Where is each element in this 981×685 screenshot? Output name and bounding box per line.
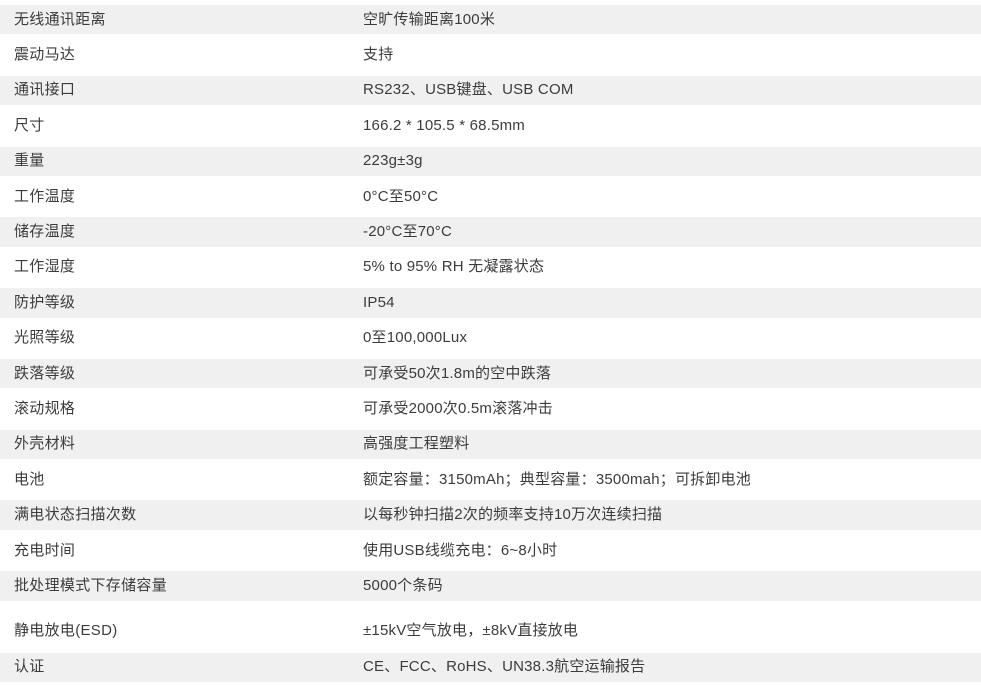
spec-value: 5% to 95% RH 无凝露状态	[363, 258, 545, 276]
spec-value: CE、FCC、RoHS、UN38.3航空运输报告	[363, 658, 646, 676]
spec-value: -20°C至70°C	[363, 223, 453, 241]
spec-value: 以每秒钟扫描2次的频率支持10万次连续扫描	[363, 506, 663, 524]
spec-value: 高强度工程塑料	[363, 435, 470, 453]
spec-value: IP54	[363, 293, 395, 311]
spec-value: 可承受2000次0.5m滚落冲击	[363, 399, 553, 417]
spec-value: 支持	[363, 46, 394, 64]
table-row: 认证 CE、FCC、RoHS、UN38.3航空运输报告	[0, 650, 981, 685]
spec-label: 充电时间	[14, 541, 76, 559]
spec-value: 166.2 * 105.5 * 68.5mm	[363, 116, 526, 134]
spec-value: 0°C至50°C	[363, 187, 439, 205]
spec-label: 滚动规格	[14, 399, 76, 417]
spec-label: 工作温度	[14, 187, 76, 205]
spec-label: 重量	[14, 152, 45, 170]
spec-value: 223g±3g	[363, 152, 423, 170]
spec-value: 0至100,000Lux	[363, 329, 468, 347]
table-row: 无线通讯距离 空旷传输距离100米	[0, 2, 981, 37]
spec-value: 5000个条码	[363, 576, 443, 594]
table-row: 跌落等级 可承受50次1.8m的空中跌落	[0, 356, 981, 391]
spec-label: 无线通讯距离	[14, 10, 106, 28]
table-row: 工作湿度 5% to 95% RH 无凝露状态	[0, 250, 981, 285]
spec-label: 储存温度	[14, 223, 76, 241]
spec-label: 批处理模式下存储容量	[14, 576, 168, 594]
table-row: 外壳材料 高强度工程塑料	[0, 427, 981, 462]
table-row: 光照等级 0至100,000Lux	[0, 321, 981, 356]
spec-label: 静电放电(ESD)	[14, 621, 118, 639]
table-row: 通讯接口 RS232、USB键盘、USB COM	[0, 73, 981, 108]
spec-label: 电池	[14, 470, 45, 488]
spec-label: 满电状态扫描次数	[14, 506, 137, 524]
table-row: 电池 额定容量：3150mAh；典型容量：3500mah；可拆卸电池	[0, 462, 981, 497]
table-row: 充电时间 使用USB线缆充电：6~8小时	[0, 533, 981, 568]
table-row: 储存温度 -20°C至70°C	[0, 214, 981, 249]
spec-value: 空旷传输距离100米	[363, 10, 496, 28]
table-row: 批处理模式下存储容量 5000个条码	[0, 568, 981, 603]
spec-value: ±15kV空气放电，±8kV直接放电	[363, 621, 579, 639]
spec-label: 外壳材料	[14, 435, 76, 453]
table-row: 震动马达 支持	[0, 37, 981, 72]
table-row: 工作温度 0°C至50°C	[0, 179, 981, 214]
table-row: 静电放电(ESD) ±15kV空气放电，±8kV直接放电	[0, 604, 981, 650]
spec-label: 工作湿度	[14, 258, 76, 276]
table-row: 防护等级 IP54	[0, 285, 981, 320]
spec-value: 使用USB线缆充电：6~8小时	[363, 541, 558, 559]
spec-label: 防护等级	[14, 293, 76, 311]
table-row: 重量 223g±3g	[0, 144, 981, 179]
table-row: 滚动规格 可承受2000次0.5m滚落冲击	[0, 391, 981, 426]
spec-label: 震动马达	[14, 46, 76, 64]
spec-label: 光照等级	[14, 329, 76, 347]
spec-label: 认证	[14, 658, 45, 676]
table-row: 满电状态扫描次数 以每秒钟扫描2次的频率支持10万次连续扫描	[0, 497, 981, 532]
spec-label: 尺寸	[14, 116, 45, 134]
spec-value: 额定容量：3150mAh；典型容量：3500mah；可拆卸电池	[363, 470, 751, 488]
spec-value: 可承受50次1.8m的空中跌落	[363, 364, 552, 382]
spec-label: 跌落等级	[14, 364, 76, 382]
spec-label: 通讯接口	[14, 81, 76, 99]
spec-value: RS232、USB键盘、USB COM	[363, 81, 574, 99]
table-row: 尺寸 166.2 * 105.5 * 68.5mm	[0, 108, 981, 143]
